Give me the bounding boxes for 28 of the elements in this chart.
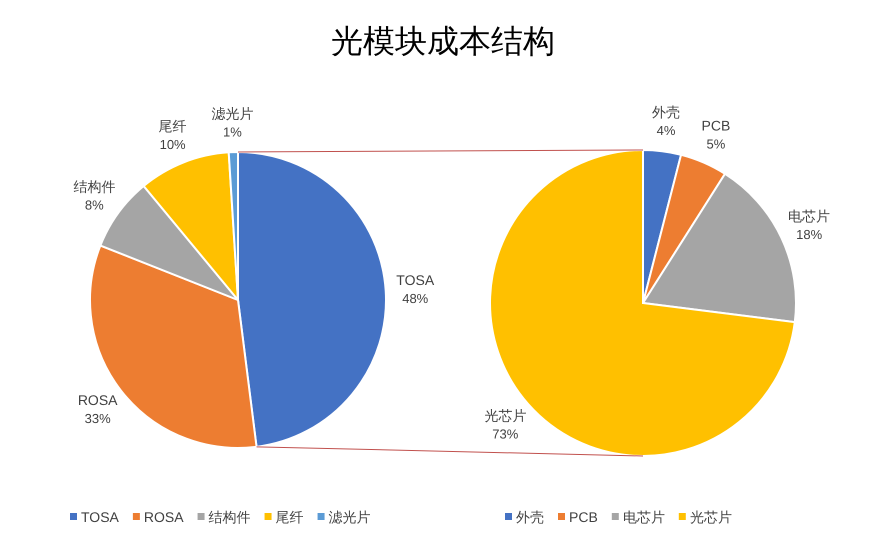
chart-title: 光模块成本结构 [331, 22, 555, 60]
slice-label: PCB [702, 118, 730, 134]
slice-label: 尾纤 [158, 118, 187, 134]
legend-label: 光芯片 [690, 509, 732, 525]
data-label: 48% [402, 290, 429, 306]
data-label: 10% [160, 136, 186, 152]
data-label: 8% [84, 198, 104, 213]
legend-label: 滤光片 [328, 509, 371, 525]
legend-label: 结构件 [208, 509, 251, 525]
legend-label: 电芯片 [622, 509, 665, 525]
slice-label: TOSA [396, 272, 435, 288]
data-label: 4% [656, 122, 676, 138]
slice-label: 外壳 [652, 104, 680, 120]
legend-label: 外壳 [516, 509, 544, 525]
legend-label: TOSA [81, 509, 120, 525]
data-label: 5% [706, 136, 726, 152]
slice-label: 电芯片 [788, 208, 830, 224]
slice-label: 光芯片 [484, 407, 526, 424]
legend-label: ROSA [144, 509, 184, 525]
legend-label: PCB [569, 509, 598, 525]
slice-label: 滤光片 [211, 105, 254, 122]
slice-label: 结构件 [73, 178, 116, 195]
data-label: 1% [223, 124, 242, 140]
data-label: 18% [796, 226, 823, 242]
legend-label: 尾纤 [276, 509, 304, 525]
data-label: 73% [492, 426, 519, 442]
slice-label: ROSA [78, 392, 118, 408]
data-label: 33% [84, 410, 112, 426]
